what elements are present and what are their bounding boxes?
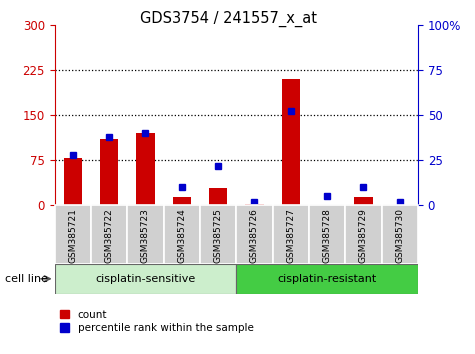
Bar [345, 205, 381, 264]
Bar [91, 205, 127, 264]
Text: GSM385721: GSM385721 [68, 208, 77, 263]
Legend: count, percentile rank within the sample: count, percentile rank within the sample [60, 310, 254, 333]
Bar [273, 205, 309, 264]
Text: GSM385726: GSM385726 [250, 208, 259, 263]
Text: GSM385730: GSM385730 [395, 208, 404, 263]
Bar [55, 205, 91, 264]
Bar [246, 204, 264, 205]
Text: GSM385727: GSM385727 [286, 208, 295, 263]
Bar [55, 264, 237, 294]
Bar [354, 197, 372, 205]
Bar [136, 133, 154, 205]
Bar [209, 188, 227, 205]
Bar [100, 139, 118, 205]
Text: cisplatin-sensitive: cisplatin-sensitive [95, 274, 196, 284]
Text: GSM385723: GSM385723 [141, 208, 150, 263]
Text: cisplatin-resistant: cisplatin-resistant [277, 274, 377, 284]
Bar [200, 205, 237, 264]
Bar [309, 205, 345, 264]
Bar [127, 205, 163, 264]
Text: GSM385724: GSM385724 [177, 208, 186, 263]
Bar [173, 197, 191, 205]
Bar [381, 205, 418, 264]
Bar [237, 205, 273, 264]
Bar [64, 158, 82, 205]
Bar [163, 205, 200, 264]
Text: GSM385729: GSM385729 [359, 208, 368, 263]
Text: GSM385722: GSM385722 [104, 208, 114, 263]
Text: cell line: cell line [5, 274, 48, 284]
Bar [282, 79, 300, 205]
Text: GDS3754 / 241557_x_at: GDS3754 / 241557_x_at [140, 11, 316, 27]
Text: GSM385725: GSM385725 [214, 208, 223, 263]
Bar [237, 264, 418, 294]
Text: GSM385728: GSM385728 [323, 208, 332, 263]
